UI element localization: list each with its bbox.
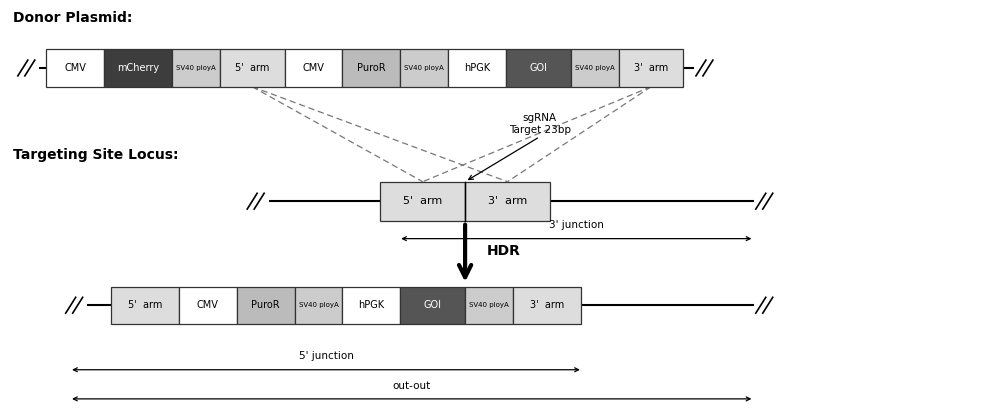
Bar <box>342 49 400 87</box>
Bar <box>619 49 683 87</box>
Bar <box>400 49 448 87</box>
Text: PuroR: PuroR <box>251 300 280 310</box>
Bar <box>506 49 571 87</box>
Text: GOI: GOI <box>529 63 547 73</box>
Text: 5'  arm: 5' arm <box>403 196 442 206</box>
Text: CMV: CMV <box>197 300 219 310</box>
Bar <box>172 49 220 87</box>
Bar <box>104 49 172 87</box>
Bar <box>342 287 400 324</box>
Bar <box>380 181 465 221</box>
Text: SV40 ployA: SV40 ployA <box>299 302 338 308</box>
Bar <box>237 287 295 324</box>
Text: mCherry: mCherry <box>117 63 159 73</box>
Text: 3' junction: 3' junction <box>549 220 604 230</box>
Text: Targeting Site Locus:: Targeting Site Locus: <box>13 148 179 163</box>
Bar <box>111 287 179 324</box>
Text: CMV: CMV <box>303 63 324 73</box>
Bar <box>46 49 104 87</box>
Bar <box>448 49 506 87</box>
Bar <box>465 181 550 221</box>
Text: 5'  arm: 5' arm <box>128 300 162 310</box>
Text: out-out: out-out <box>393 380 431 391</box>
Text: 5' junction: 5' junction <box>299 352 353 362</box>
Text: GOI: GOI <box>424 300 442 310</box>
Text: PuroR: PuroR <box>357 63 386 73</box>
Text: 3'  arm: 3' arm <box>488 196 527 206</box>
Bar <box>571 49 619 87</box>
Text: hPGK: hPGK <box>358 300 384 310</box>
Bar <box>513 287 581 324</box>
Text: SV40 ployA: SV40 ployA <box>575 65 615 71</box>
Text: 3'  arm: 3' arm <box>530 300 564 310</box>
Bar <box>465 287 513 324</box>
Bar <box>285 49 342 87</box>
Bar <box>179 287 237 324</box>
Text: 3'  arm: 3' arm <box>634 63 668 73</box>
Text: SV40 ployA: SV40 ployA <box>404 65 444 71</box>
Text: sgRNA
Target 23bp: sgRNA Target 23bp <box>509 113 571 134</box>
Text: hPGK: hPGK <box>464 63 490 73</box>
Bar <box>400 287 465 324</box>
Text: HDR: HDR <box>487 244 521 258</box>
Text: CMV: CMV <box>64 63 86 73</box>
Text: SV40 ployA: SV40 ployA <box>469 302 509 308</box>
Bar <box>220 49 285 87</box>
Bar <box>295 287 342 324</box>
Text: SV40 ployA: SV40 ployA <box>176 65 216 71</box>
Text: 5'  arm: 5' arm <box>235 63 269 73</box>
Text: Donor Plasmid:: Donor Plasmid: <box>13 11 133 25</box>
